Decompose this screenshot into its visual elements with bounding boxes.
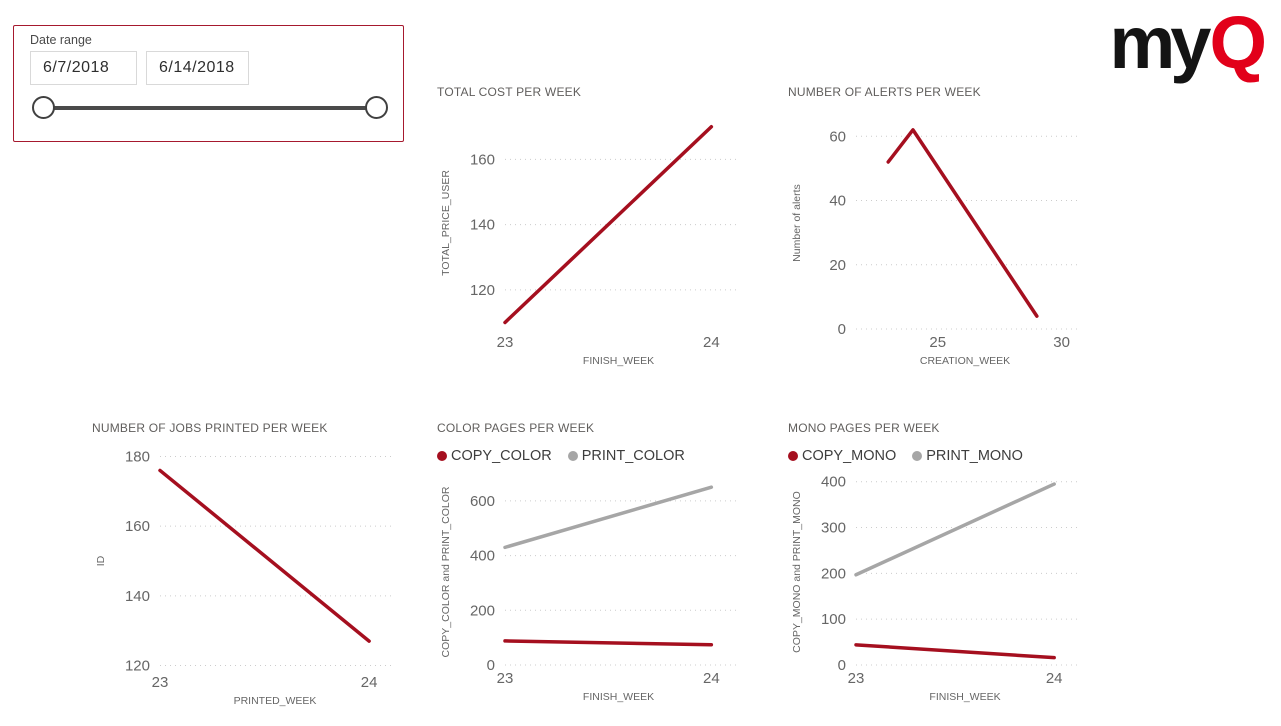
series-line-id[interactable] <box>158 468 371 643</box>
legend-label: PRINT_MONO <box>926 448 1023 464</box>
chart-title: NUMBER OF JOBS PRINTED PER WEEK <box>92 421 328 435</box>
x-axis-label: PRINTED_WEEK <box>234 695 317 707</box>
x-axis-label: FINISH_WEEK <box>929 691 1000 703</box>
chart-canvas-color-pages[interactable]: 0 200 400 600 23 24 FINISH_WEEK COPY_COLOR and … <box>437 469 742 707</box>
date-range-slicer: Date range 6/7/2018 6/14/2018 <box>13 25 404 142</box>
date-range-slider-track[interactable] <box>44 106 377 110</box>
x-axis-label: FINISH_WEEK <box>583 355 654 367</box>
y-tick-label: 400 <box>821 474 846 491</box>
legend-item-print_color[interactable]: PRINT_COLOR <box>567 448 685 464</box>
y-tick-label: 40 <box>829 193 846 210</box>
end-date-input[interactable]: 6/14/2018 <box>146 51 249 85</box>
y-tick-label: 140 <box>470 217 495 234</box>
slider-handle-end[interactable] <box>365 96 388 119</box>
legend-label: PRINT_COLOR <box>581 448 685 464</box>
chart-title: TOTAL COST PER WEEK <box>437 85 582 99</box>
slider-handle-start[interactable] <box>32 96 55 119</box>
y-tick-label: 0 <box>838 657 846 674</box>
y-tick-label: 60 <box>829 128 846 145</box>
legend-dot-icon <box>437 451 447 461</box>
y-tick-label: 200 <box>470 602 495 619</box>
y-axis-label: TOTAL_PRICE_USER <box>440 170 452 276</box>
series-line-print_color[interactable] <box>503 485 714 550</box>
legend-label: COPY_MONO <box>802 448 897 464</box>
series-line-total_price_user[interactable] <box>503 125 714 325</box>
legend-item-copy_color[interactable]: COPY_COLOR <box>437 448 552 464</box>
legend-dot-icon <box>567 451 578 461</box>
series-line-print_mono[interactable] <box>854 482 1056 577</box>
y-tick-label: 140 <box>125 588 150 605</box>
y-tick-label: 20 <box>829 257 846 274</box>
y-tick-label: 180 <box>125 448 150 465</box>
chart-panel-mono-pages-per-week: MONO PAGES PER WEEK COPY_MONO PRINT_MONO … <box>788 421 1084 713</box>
y-tick-label: 120 <box>470 282 495 299</box>
legend-label: COPY_COLOR <box>451 448 552 464</box>
y-tick-label: 0 <box>838 321 846 338</box>
y-tick-label: 600 <box>470 493 495 510</box>
y-tick-label: 120 <box>125 658 150 675</box>
y-tick-label: 0 <box>487 657 495 674</box>
series-line-number of alerts[interactable] <box>886 128 1039 318</box>
logo-text-red: Q <box>1209 1 1267 84</box>
date-range-label: Date range <box>30 33 92 47</box>
x-tick-label: 24 <box>361 674 378 691</box>
x-tick-label: 30 <box>1053 334 1070 351</box>
y-tick-label: 400 <box>470 548 495 565</box>
x-axis-label: FINISH_WEEK <box>583 691 654 703</box>
y-axis-label: ID <box>95 555 107 566</box>
chart-panel-alerts-per-week: NUMBER OF ALERTS PER WEEK 0 20 40 60 25 30 CRE… <box>788 85 1084 375</box>
chart-title: MONO PAGES PER WEEK <box>788 421 940 435</box>
logo-text-black: my <box>1109 1 1211 84</box>
chart-title: COLOR PAGES PER WEEK <box>437 421 595 435</box>
legend-dot-icon <box>788 451 798 461</box>
y-axis-label: COPY_COLOR and PRINT_COLOR <box>440 486 452 657</box>
x-tick-label: 23 <box>497 334 514 351</box>
chart-panel-color-pages-per-week: COLOR PAGES PER WEEK COPY_COLOR PRINT_COL… <box>437 421 742 713</box>
chart-panel-jobs-printed-per-week: NUMBER OF JOBS PRINTED PER WEEK 120 140 16… <box>92 421 400 713</box>
y-tick-label: 200 <box>821 565 846 582</box>
series-line-copy_mono[interactable] <box>854 643 1056 660</box>
y-tick-label: 100 <box>821 611 846 628</box>
chart-panel-total-cost-per-week: TOTAL COST PER WEEK 120 140 160 23 24 FINISH_… <box>437 85 742 375</box>
x-tick-label: 24 <box>1046 670 1063 687</box>
x-tick-label: 23 <box>497 670 514 687</box>
chart-canvas-jobs-printed[interactable]: 120 140 160 180 23 24 PRINTED_WEEK ID <box>92 443 400 711</box>
legend-item-print_mono[interactable]: PRINT_MONO <box>912 448 1023 464</box>
x-tick-label: 23 <box>152 674 169 691</box>
y-tick-label: 300 <box>821 520 846 537</box>
x-tick-label: 24 <box>703 670 720 687</box>
chart-title: NUMBER OF ALERTS PER WEEK <box>788 85 981 99</box>
x-tick-label: 24 <box>703 334 720 351</box>
y-tick-label: 160 <box>125 518 150 535</box>
chart-canvas-total-cost[interactable]: 120 140 160 23 24 FINISH_WEEK TOTAL_PRICE_USER <box>437 107 742 371</box>
y-axis-label: Number of alerts <box>791 184 803 262</box>
myq-logo: myQ <box>1109 6 1266 80</box>
legend-color-pages: COPY_COLOR PRINT_COLOR <box>437 443 742 469</box>
y-axis-label: COPY_MONO and PRINT_MONO <box>791 491 803 653</box>
legend-item-copy_mono[interactable]: COPY_MONO <box>788 448 896 464</box>
series-line-copy_color[interactable] <box>503 639 714 647</box>
start-date-input[interactable]: 6/7/2018 <box>30 51 137 85</box>
x-tick-label: 23 <box>848 670 865 687</box>
legend-dot-icon <box>912 451 923 461</box>
chart-canvas-mono-pages[interactable]: 0 100 200 300 400 23 24 FINISH_WEEK COPY_MONO an… <box>788 469 1084 707</box>
x-tick-label: 25 <box>929 334 946 351</box>
chart-canvas-alerts[interactable]: 0 20 40 60 25 30 CREATION_WEEK Number of alerts <box>788 107 1084 371</box>
legend-mono-pages: COPY_MONO PRINT_MONO <box>788 443 1084 469</box>
x-axis-label: CREATION_WEEK <box>920 355 1010 367</box>
y-tick-label: 160 <box>470 151 495 168</box>
